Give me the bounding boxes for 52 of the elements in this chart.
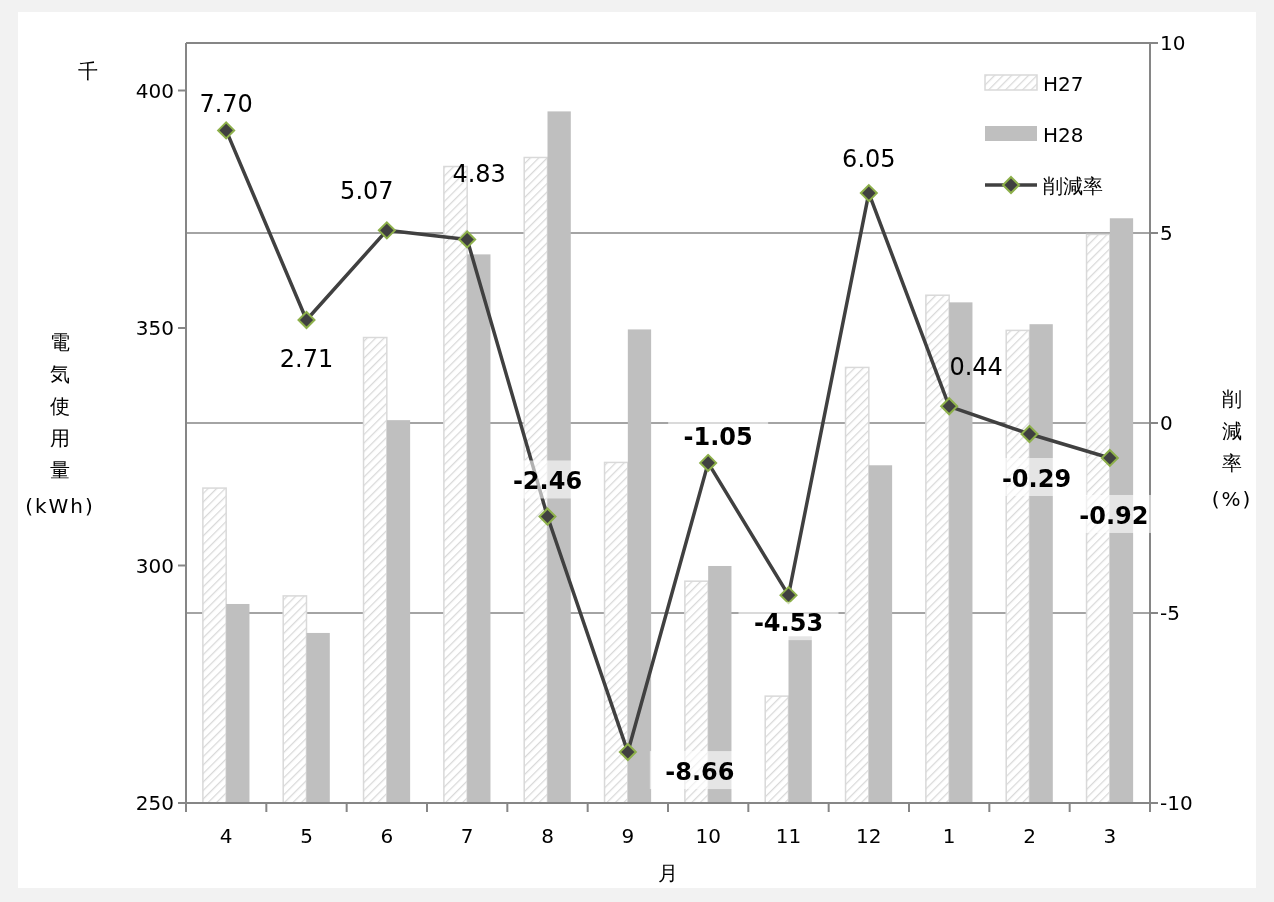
x-tick-label: 8 <box>541 824 554 848</box>
y2-tick-label: -10 <box>1160 791 1193 815</box>
y-tick-label: 400 <box>135 78 174 103</box>
point <box>1020 425 1039 444</box>
y2-tick-label: 10 <box>1160 31 1186 55</box>
point <box>940 397 959 416</box>
y2-tick-label: 0 <box>1160 411 1173 435</box>
point <box>859 184 878 203</box>
x-axis-title: 月 <box>658 861 678 885</box>
data-label: 2.71 <box>279 345 334 374</box>
x-tick-label: 10 <box>695 824 721 848</box>
point <box>458 230 477 249</box>
y-tick-label: 350 <box>135 316 174 340</box>
data-label: 7.70 <box>199 90 253 119</box>
point <box>618 743 637 762</box>
x-tick-label: 9 <box>621 824 635 848</box>
point <box>377 221 396 240</box>
x-tick-label: 7 <box>460 824 474 848</box>
x-tick-label: 2 <box>1023 824 1036 848</box>
data-label: 5.07 <box>340 177 394 206</box>
x-tick-label: 12 <box>856 824 882 848</box>
point <box>217 121 236 140</box>
data-label: 4.83 <box>452 160 506 189</box>
point <box>779 586 798 605</box>
x-tick-label: 1 <box>942 824 956 848</box>
point <box>297 311 316 330</box>
y-tick-label: 300 <box>135 553 174 578</box>
text: 千 <box>78 59 98 83</box>
point <box>538 507 557 526</box>
y-tick-label: 250 <box>135 791 174 815</box>
point <box>699 453 718 472</box>
y2-tick-label: 5 <box>1160 221 1173 245</box>
x-tick-label: 11 <box>775 824 802 848</box>
data-label: -0.92 <box>1079 501 1149 530</box>
legend-label: H27 <box>1043 72 1084 96</box>
data-label: -1.05 <box>683 422 753 451</box>
point <box>1100 448 1119 467</box>
y-axis-title: 電気使用量(kWh) <box>25 330 95 518</box>
x-tick-label: 4 <box>219 824 233 848</box>
data-label: -0.29 <box>1001 465 1072 494</box>
data-label: 0.44 <box>949 353 1003 382</box>
y2-axis-title: 削減率(%) <box>1211 387 1253 511</box>
legend-label: H28 <box>1043 123 1084 147</box>
x-tick-label: 5 <box>300 824 313 848</box>
x-tick-label: 3 <box>1103 824 1117 848</box>
data-label: -8.66 <box>665 758 735 787</box>
data-label: 6.05 <box>842 145 896 174</box>
data-label: -2.46 <box>512 467 583 496</box>
legend-label: 削減率 <box>1043 174 1103 198</box>
x-tick-label: 6 <box>380 824 394 848</box>
y2-tick-label: -5 <box>1160 601 1180 625</box>
data-label: -4.53 <box>753 609 824 638</box>
